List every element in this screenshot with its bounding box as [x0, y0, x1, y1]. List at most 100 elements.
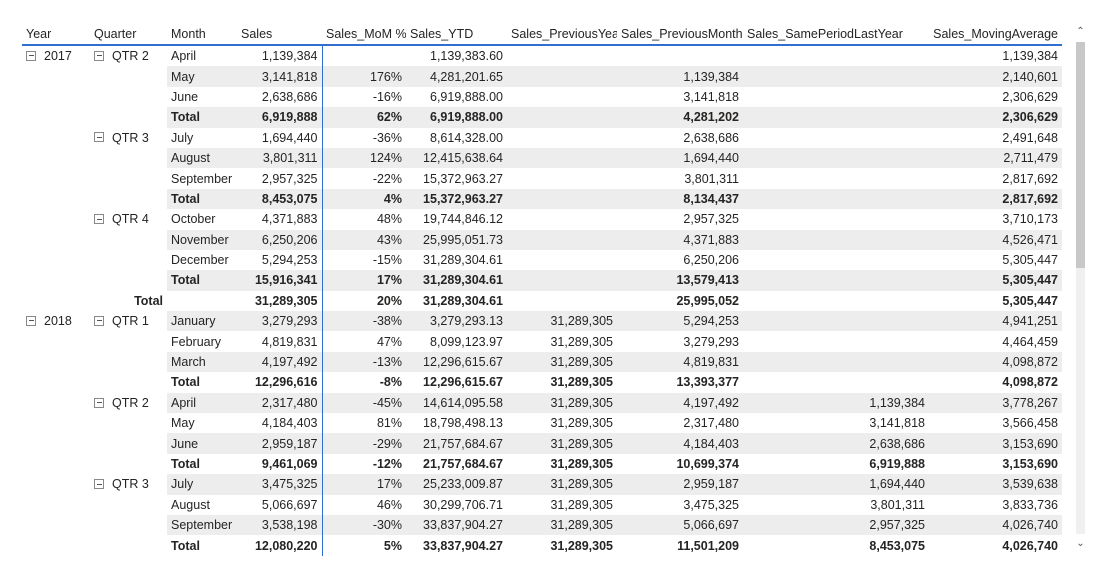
year-cell [22, 128, 90, 148]
year-cell [22, 495, 90, 515]
month-cell [167, 291, 237, 311]
header-sales[interactable]: Sales [237, 24, 322, 46]
year-label: 2018 [44, 314, 72, 329]
total-row: Total 8,453,075 4% 15,372,963.27 8,134,437 2,… [22, 188, 1062, 210]
sales-cell: 6,919,888 [237, 107, 323, 128]
quarter-cell [90, 148, 167, 168]
collapse-minus-icon[interactable] [94, 214, 104, 225]
table-row: June 2,959,187 -29% 21,757,684.67 31,289,305… [22, 433, 1062, 454]
header-sales-mom[interactable]: Sales_MoM % [322, 24, 406, 46]
sales-cell: 3,141,818 [237, 66, 323, 87]
sales-cell: 3,475,325 [237, 474, 323, 495]
sales-moving-average-cell: 2,817,692 [929, 188, 1062, 210]
table-row: May 4,184,403 81% 18,798,498.13 31,289,305 2,… [22, 413, 1062, 434]
collapse-minus-icon[interactable] [94, 132, 104, 143]
sales-cell: 2,317,480 [237, 392, 323, 414]
quarter-cell [90, 413, 167, 433]
sales-same-period-last-year-cell: 6,919,888 [743, 453, 929, 475]
sales-cell: 3,538,198 [237, 514, 323, 536]
collapse-minus-icon[interactable] [26, 50, 36, 61]
sales-moving-average-cell: 2,817,692 [929, 168, 1062, 189]
header-sales-moving-average[interactable]: Sales_MovingAverage [929, 24, 1062, 46]
header-sales-ytd[interactable]: Sales_YTD [406, 24, 507, 46]
header-sales-previous-month[interactable]: Sales_PreviousMonth [617, 24, 743, 46]
sales-mom-cell: 20% [322, 290, 406, 312]
sales-previous-year-cell: 31,289,305 [507, 474, 617, 495]
sales-previous-year-cell: 31,289,305 [507, 433, 617, 454]
sales-moving-average-cell: 4,026,740 [929, 535, 1062, 556]
sales-previous-year-cell [507, 45, 617, 67]
sales-mom-cell: -45% [322, 392, 406, 414]
year-cell [22, 352, 90, 372]
sales-moving-average-cell: 3,153,690 [929, 453, 1062, 475]
sales-mom-cell: -12% [322, 453, 406, 475]
sales-same-period-last-year-cell [743, 66, 929, 87]
sales-cell: 3,801,311 [237, 147, 323, 169]
sales-moving-average-cell: 2,711,479 [929, 147, 1062, 169]
scroll-track[interactable] [1076, 42, 1085, 534]
sales-ytd-cell: 15,372,963.27 [406, 168, 507, 189]
sales-cell: 1,139,384 [237, 45, 323, 67]
collapse-minus-icon[interactable] [94, 50, 104, 61]
month-cell: September [167, 514, 237, 536]
sales-cell: 3,279,293 [237, 311, 323, 332]
sales-ytd-cell: 33,837,904.27 [406, 535, 507, 556]
table-row: March 4,197,492 -13% 12,296,615.67 31,289,30… [22, 351, 1062, 373]
sales-previous-year-cell: 31,289,305 [507, 311, 617, 332]
sales-ytd-cell: 19,744,846.12 [406, 209, 507, 230]
sales-previous-month-cell: 1,139,384 [617, 66, 743, 87]
sales-cell: 1,694,440 [237, 127, 323, 148]
sales-previous-month-cell: 4,184,403 [617, 433, 743, 454]
sales-moving-average-cell: 4,098,872 [929, 372, 1062, 393]
sales-cell: 4,197,492 [237, 351, 323, 373]
sales-ytd-cell: 31,289,304.61 [406, 270, 507, 291]
quarter-label: QTR 3 [112, 130, 149, 145]
sales-previous-month-cell: 4,281,202 [617, 107, 743, 128]
month-cell: June [167, 86, 237, 108]
sales-previous-month-cell: 3,141,818 [617, 86, 743, 108]
month-cell: January [167, 311, 237, 332]
sales-moving-average-cell: 5,305,447 [929, 270, 1062, 291]
sales-ytd-cell: 18,798,498.13 [406, 413, 507, 434]
collapse-minus-icon[interactable] [94, 315, 104, 326]
sales-mom-cell: 176% [322, 66, 406, 87]
month-cell: Total [167, 535, 237, 556]
collapse-minus-icon[interactable] [94, 479, 104, 490]
sales-previous-month-cell: 6,250,206 [617, 249, 743, 271]
quarter-cell [90, 66, 167, 86]
sales-previous-year-cell [507, 66, 617, 87]
header-year[interactable]: Year [22, 24, 90, 46]
table-row: QTR 4 October 4,371,883 48% 19,744,846.12 2,9… [22, 209, 1062, 230]
scroll-up-icon[interactable]: ⌃ [1076, 26, 1085, 37]
header-sales-same-period-last-year[interactable]: Sales_SamePeriodLastYear [743, 24, 929, 46]
matrix-visual: Year Quarter Month Sales Sales_MoM % Sal… [22, 24, 1062, 567]
sales-moving-average-cell: 3,833,736 [929, 494, 1062, 515]
scroll-thumb[interactable] [1076, 42, 1085, 269]
sales-mom-value: 4% [383, 191, 402, 206]
sales-mom-value: 81% [376, 416, 402, 431]
sales-mom-value: -15% [372, 253, 402, 268]
sales-mom-value: -30% [372, 518, 402, 533]
sales-same-period-last-year-cell [743, 249, 929, 271]
scroll-down-icon[interactable]: ⌄ [1076, 538, 1085, 549]
quarter-cell [90, 535, 167, 555]
sales-mom-value: -16% [372, 89, 402, 104]
sales-mom-cell: -13% [322, 351, 406, 373]
sales-cell: 2,959,187 [237, 433, 323, 454]
sales-same-period-last-year-cell [743, 45, 929, 67]
sales-ytd-cell: 12,296,615.67 [406, 372, 507, 393]
sales-moving-average-cell: 2,140,601 [929, 66, 1062, 87]
sales-moving-average-cell: 2,306,629 [929, 107, 1062, 128]
sales-mom-value: 47% [376, 334, 402, 349]
sales-ytd-cell: 12,415,638.64 [406, 147, 507, 169]
year-cell [22, 270, 90, 290]
collapse-minus-icon[interactable] [26, 315, 36, 326]
sales-ytd-cell: 12,296,615.67 [406, 351, 507, 373]
year-cell [22, 433, 90, 453]
sales-previous-year-cell: 31,289,305 [507, 351, 617, 373]
header-sales-previous-year[interactable]: Sales_PreviousYear [507, 24, 617, 46]
vertical-scrollbar[interactable]: ⌃ ⌄ [1072, 24, 1089, 554]
header-month[interactable]: Month [167, 24, 237, 46]
collapse-minus-icon[interactable] [94, 397, 104, 408]
header-quarter[interactable]: Quarter [90, 24, 167, 46]
